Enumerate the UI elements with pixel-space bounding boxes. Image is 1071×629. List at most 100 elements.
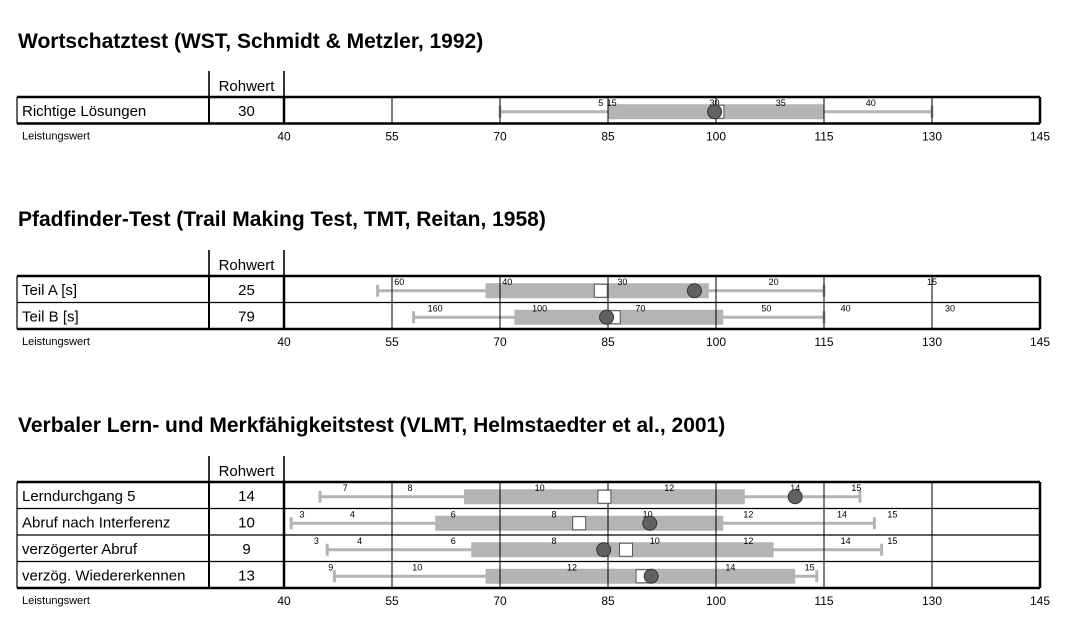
axis-tick-label: 55: [385, 594, 399, 608]
axis-tick-label: 40: [277, 335, 291, 349]
axis-tick-label: 55: [385, 335, 399, 349]
raw-score-scale-label: 9: [328, 563, 333, 573]
raw-score-scale-label: 70: [635, 304, 645, 314]
score-circle-marker: [707, 104, 723, 120]
raw-score-scale-label: 6: [451, 536, 456, 546]
axis-tick-label: 130: [922, 335, 942, 349]
axis-tick-label: 40: [277, 130, 291, 144]
row-label: Teil A [s]: [22, 282, 77, 299]
row-label: Teil B [s]: [22, 309, 79, 326]
axis-tick-label: 130: [922, 130, 942, 144]
rohwert-header: Rohwert: [219, 463, 276, 480]
raw-score-scale-label: 8: [407, 483, 412, 493]
norm-square-marker: [597, 489, 612, 504]
raw-score-scale-label: 10: [643, 510, 653, 520]
axis-tick-label: 145: [1030, 594, 1050, 608]
raw-score-scale-label: 14: [837, 510, 847, 520]
raw-score-scale-label: 35: [776, 98, 786, 108]
raw-score-scale-label: 15: [887, 536, 897, 546]
row-label: Abruf nach Interferenz: [22, 515, 170, 532]
axis-tick-label: 85: [601, 335, 615, 349]
rohwert-value: 10: [238, 515, 255, 532]
rohwert-header: Rohwert: [219, 257, 276, 274]
raw-score-scale-label: 12: [743, 536, 753, 546]
rohwert-value: 9: [242, 541, 250, 558]
raw-score-scale-label: 7: [343, 483, 348, 493]
score-circle-marker: [787, 489, 803, 505]
axis-tick-label: 145: [1030, 130, 1050, 144]
raw-score-scale-label: 30: [710, 98, 720, 108]
raw-score-scale-label: 10: [535, 483, 545, 493]
raw-score-scale-label: 8: [551, 536, 556, 546]
raw-score-scale-label: 15: [607, 98, 617, 108]
row-label: Richtige Lösungen: [22, 103, 146, 120]
raw-score-scale-label: 14: [725, 563, 735, 573]
score-circle-marker: [643, 568, 659, 584]
raw-score-scale-label: 12: [743, 510, 753, 520]
raw-score-scale-label: 3: [314, 536, 319, 546]
raw-score-scale-label: 10: [412, 563, 422, 573]
axis-tick-label: 115: [814, 335, 833, 349]
raw-score-scale-label: 10: [650, 536, 660, 546]
rohwert-value: 79: [238, 309, 255, 326]
raw-score-scale-label: 15: [805, 563, 815, 573]
raw-score-scale-label: 40: [502, 277, 512, 287]
row-label: verzögerter Abruf: [22, 541, 138, 558]
axis-tick-label: 100: [706, 130, 726, 144]
axis-tick-label: 100: [706, 335, 726, 349]
axis-label: Leistungswert: [22, 595, 90, 607]
section-title: Pfadfinder-Test (Trail Making Test, TMT,…: [18, 208, 546, 231]
raw-score-scale-label: 160: [428, 304, 443, 314]
raw-score-scale-label: 6: [451, 510, 456, 520]
axis-tick-label: 85: [601, 594, 615, 608]
raw-score-scale-label: 5: [598, 98, 603, 108]
raw-score-scale-label: 20: [769, 277, 779, 287]
axis-tick-label: 55: [385, 130, 399, 144]
axis-tick-label: 115: [814, 130, 833, 144]
raw-score-scale-label: 40: [866, 98, 876, 108]
score-circle-marker: [686, 283, 702, 299]
norm-square-marker: [593, 283, 608, 298]
axis-tick-label: 130: [922, 594, 942, 608]
score-circle-marker: [596, 542, 612, 558]
axis-tick-label: 40: [277, 594, 291, 608]
raw-score-scale-label: 50: [761, 304, 771, 314]
raw-score-scale-label: 14: [790, 483, 800, 493]
axis-tick-label: 85: [601, 130, 615, 144]
row-label: Lerndurchgang 5: [22, 488, 135, 505]
raw-score-scale-label: 15: [927, 277, 937, 287]
axis-tick-label: 145: [1030, 335, 1050, 349]
row-label: verzög. Wiedererkennen: [22, 568, 185, 585]
raw-score-scale-label: 12: [664, 483, 674, 493]
raw-score-scale-label: 30: [945, 304, 955, 314]
raw-score-scale-label: 4: [357, 536, 362, 546]
raw-score-scale-label: 14: [841, 536, 851, 546]
rohwert-header: Rohwert: [219, 78, 276, 95]
rohwert-value: 25: [238, 282, 255, 299]
raw-score-scale-label: 3: [299, 510, 304, 520]
axis-tick-label: 70: [493, 594, 507, 608]
raw-score-scale-label: 15: [887, 510, 897, 520]
axis-tick-label: 115: [814, 594, 833, 608]
axis-label: Leistungswert: [22, 131, 90, 143]
axis-tick-label: 70: [493, 335, 507, 349]
rohwert-value: 13: [238, 568, 255, 585]
axis-tick-label: 100: [706, 594, 726, 608]
raw-score-scale-label: 60: [394, 277, 404, 287]
raw-score-scale-label: 40: [841, 304, 851, 314]
raw-score-scale-label: 8: [551, 510, 556, 520]
score-circle-marker: [642, 515, 658, 531]
section-title: Verbaler Lern- und Merkfähigkeitstest (V…: [18, 414, 725, 437]
norm-square-marker: [619, 542, 633, 557]
raw-score-scale-label: 30: [617, 277, 627, 287]
raw-score-scale-label: 15: [851, 483, 861, 493]
section-title: Wortschatztest (WST, Schmidt & Metzler, …: [18, 30, 483, 53]
axis-label: Leistungswert: [22, 336, 90, 348]
axis-tick-label: 70: [493, 130, 507, 144]
norm-square-marker: [572, 516, 587, 531]
rohwert-value: 30: [238, 103, 255, 120]
raw-score-scale-label: 12: [567, 563, 577, 573]
raw-score-scale-label: 100: [532, 304, 547, 314]
score-circle-marker: [599, 309, 615, 325]
